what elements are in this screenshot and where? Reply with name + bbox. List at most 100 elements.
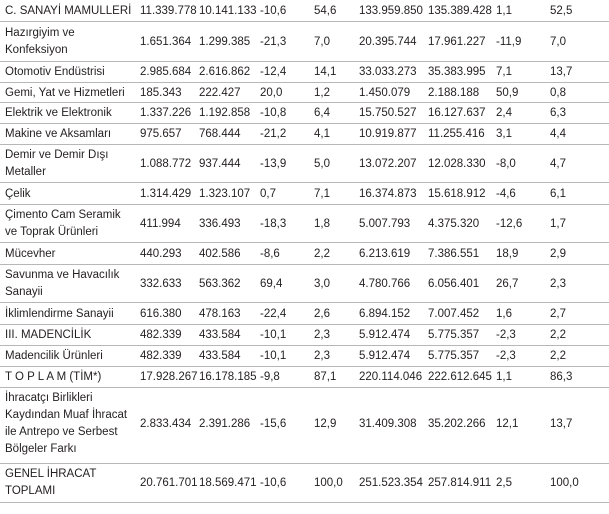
row-label: Otomotiv Endüstrisi [5, 66, 105, 78]
share-2: 13,7 [550, 66, 573, 78]
value-2: 433.584 [199, 329, 241, 341]
value-4: 17.961.227 [428, 36, 486, 48]
share-2: 2,2 [550, 329, 566, 341]
value-2: 768.444 [199, 128, 241, 140]
share-1: 2,3 [314, 350, 330, 362]
value-1: 1.651.364 [140, 36, 192, 48]
share-2: 6,1 [550, 188, 566, 200]
value-2: 563.362 [199, 278, 241, 290]
value-2: 16.178.185 [199, 371, 257, 383]
share-1: 2,3 [314, 329, 330, 341]
value-3: 133.959.850 [359, 5, 423, 17]
share-2: 1,7 [550, 218, 566, 230]
share-1: 3,0 [314, 278, 330, 290]
row-label: Makine ve Aksamları [5, 128, 112, 140]
row-label: Çelik [5, 188, 31, 200]
change-1: -10,1 [260, 350, 287, 362]
share-2: 2,3 [550, 278, 566, 290]
value-2: 402.586 [199, 248, 241, 260]
value-1: 482.339 [140, 329, 182, 341]
change-2: 3,1 [496, 128, 512, 140]
share-1: 87,1 [314, 371, 337, 383]
value-3: 13.072.207 [359, 158, 417, 170]
value-4: 15.618.912 [428, 188, 486, 200]
change-2: 26,7 [496, 278, 519, 290]
share-1: 6,4 [314, 107, 330, 119]
value-1: 11.339.778 [140, 5, 197, 17]
change-2: -2,3 [496, 350, 516, 362]
table-row: İhracatçı Birlikleri Kaydından Muaf İhra… [0, 388, 609, 464]
value-3: 10.919.877 [359, 128, 417, 140]
value-1: 20.761.701 [140, 477, 198, 489]
change-2: -4,6 [496, 188, 516, 200]
value-4: 35.202.266 [428, 418, 486, 430]
value-4: 7.386.551 [428, 248, 480, 260]
table-row: Savunma ve Havacılık Sanayii 332.633 563… [0, 265, 609, 303]
change-1: 69,4 [260, 278, 283, 290]
change-2: 1,6 [496, 308, 512, 320]
value-1: 2.985.684 [140, 66, 192, 78]
change-2: -12,6 [496, 218, 523, 230]
change-1: -21,3 [260, 36, 287, 48]
table-row: Demir ve Demir Dışı Metaller 1.088.772 9… [0, 145, 609, 183]
row-label: C. SANAYİ MAMULLERİ [5, 5, 132, 17]
share-1: 12,9 [314, 418, 337, 430]
value-1: 185.343 [140, 87, 182, 99]
value-1: 616.380 [140, 308, 182, 320]
value-2: 1.299.385 [199, 36, 251, 48]
share-2: 4,7 [550, 158, 566, 170]
value-2: 336.493 [199, 218, 241, 230]
value-1: 1.337.226 [140, 107, 192, 119]
change-2: 2,4 [496, 107, 512, 119]
share-2: 2,7 [550, 308, 566, 320]
value-1: 482.339 [140, 350, 182, 362]
value-2: 2.391.286 [199, 418, 251, 430]
value-3: 16.374.873 [359, 188, 417, 200]
change-1: -10,6 [260, 477, 287, 489]
value-3: 4.780.766 [359, 278, 411, 290]
change-1: -8,6 [260, 248, 280, 260]
row-label: Elektrik ve Elektronik [5, 107, 112, 119]
change-1: -10,6 [260, 5, 287, 17]
value-4: 16.127.637 [428, 107, 486, 119]
change-1: 20,0 [260, 87, 283, 99]
change-1: -15,6 [260, 418, 287, 430]
value-2: 937.444 [199, 158, 241, 170]
value-2: 433.584 [199, 350, 241, 362]
value-4: 257.814.911 [428, 477, 492, 489]
row-label: Gemi, Yat ve Hizmetleri [5, 87, 125, 99]
value-4: 2.188.188 [428, 87, 480, 99]
value-1: 1.088.772 [140, 158, 192, 170]
share-2: 4,4 [550, 128, 566, 140]
change-1: -21,2 [260, 128, 287, 140]
value-4: 4.375.320 [428, 218, 480, 230]
row-label: İklimlendirme Sanayii [5, 308, 114, 320]
value-1: 17.928.267 [140, 371, 198, 383]
table-row: Makine ve Aksamları 975.657 768.444 -21,… [0, 124, 609, 145]
change-1: -13,9 [260, 158, 287, 170]
export-table: C. SANAYİ MAMULLERİ 11.339.778 10.141.13… [0, 5, 609, 503]
share-2: 0,8 [550, 87, 566, 99]
row-label: GENEL İHRACAT TOPLAMI [5, 468, 97, 497]
table-row: Hazırgiyim ve Konfeksiyon 1.651.364 1.29… [0, 22, 609, 62]
value-1: 975.657 [140, 128, 182, 140]
value-3: 5.912.474 [359, 329, 411, 341]
change-2: 1,1 [496, 371, 512, 383]
change-1: -22,4 [260, 308, 287, 320]
value-3: 31.409.308 [359, 418, 417, 430]
share-2: 2,2 [550, 350, 566, 362]
value-2: 10.141.133 [199, 5, 257, 17]
share-1: 4,1 [314, 128, 330, 140]
change-1: -10,1 [260, 329, 287, 341]
change-2: 50,9 [496, 87, 519, 99]
share-1: 14,1 [314, 66, 337, 78]
share-2: 86,3 [550, 371, 573, 383]
row-label: İhracatçı Birlikleri Kaydından Muaf İhra… [5, 392, 128, 455]
share-2: 2,9 [550, 248, 566, 260]
share-2: 100,0 [550, 477, 579, 489]
table-row: İklimlendirme Sanayii 616.380 478.163 -2… [0, 303, 609, 325]
value-4: 7.007.452 [428, 308, 480, 320]
share-1: 54,6 [314, 5, 337, 17]
value-3: 251.523.354 [359, 477, 423, 489]
value-3: 6.213.619 [359, 248, 411, 260]
